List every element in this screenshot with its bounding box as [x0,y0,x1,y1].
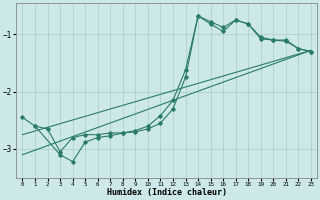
X-axis label: Humidex (Indice chaleur): Humidex (Indice chaleur) [107,188,227,197]
